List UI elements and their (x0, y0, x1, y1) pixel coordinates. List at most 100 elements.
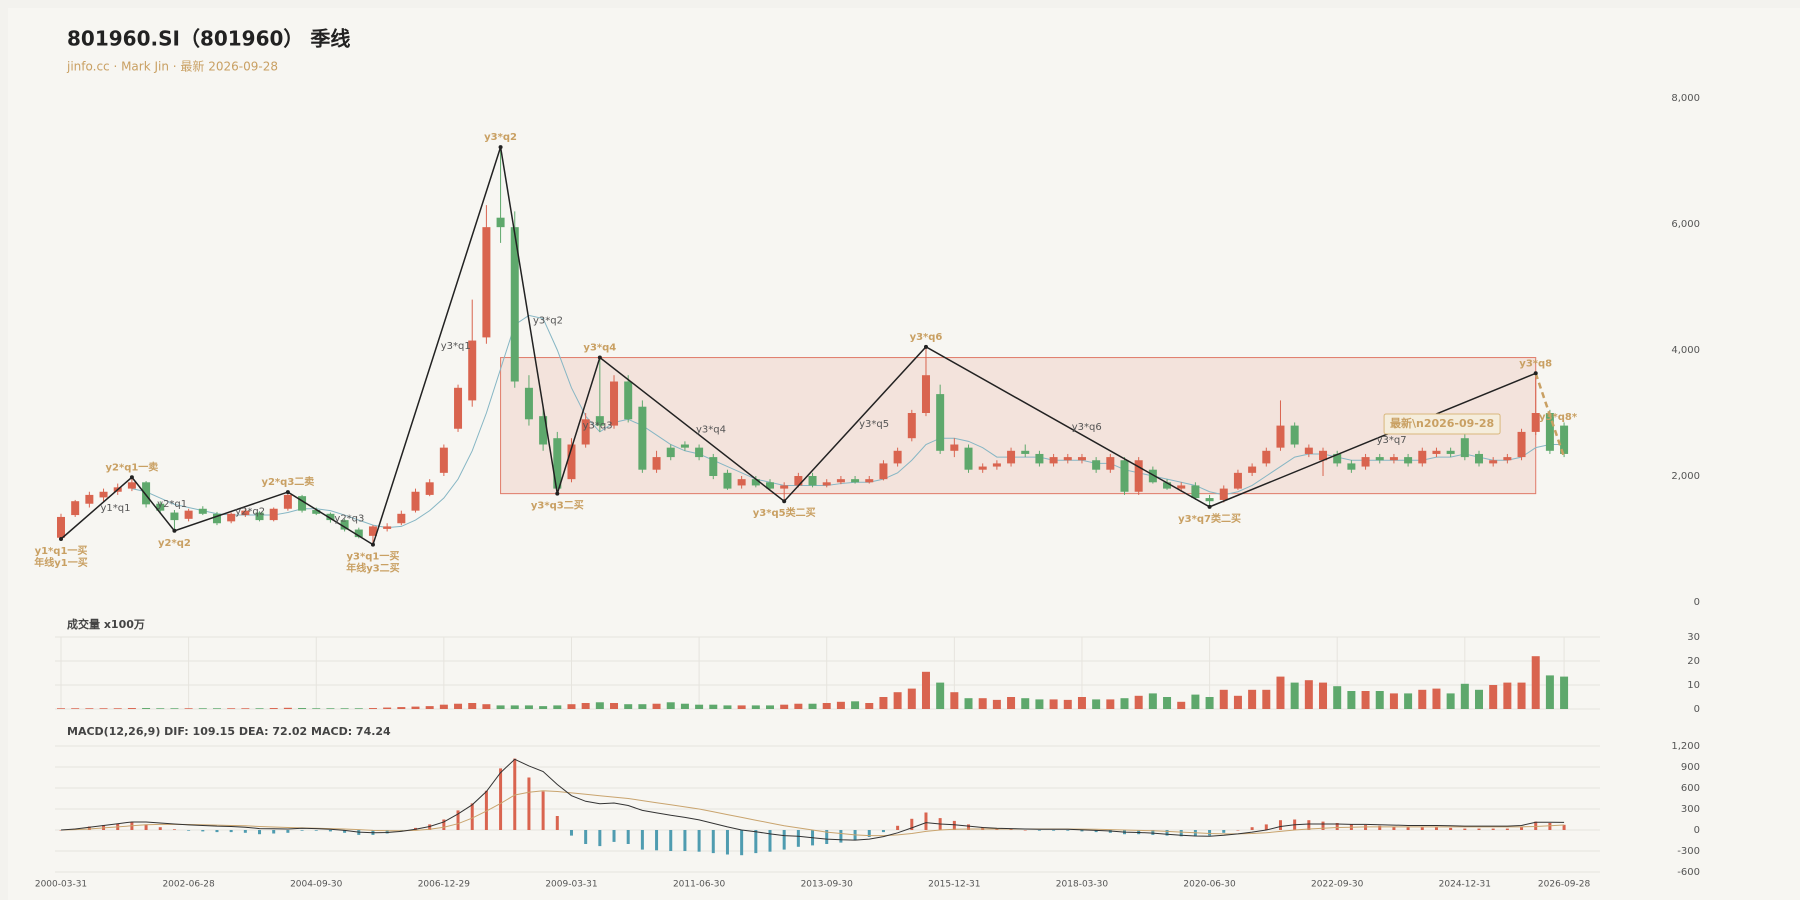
volume-bar (170, 708, 179, 709)
volume-bar (1007, 697, 1016, 709)
candle-body (666, 447, 675, 458)
y-tick-label: -300 (1677, 846, 1700, 857)
volume-bar (1148, 693, 1157, 709)
candle-body (1460, 438, 1469, 458)
volume-bar (737, 705, 746, 709)
candle-body (170, 512, 179, 521)
volume-bar (780, 704, 789, 709)
volume-bar (482, 704, 491, 709)
candle-body (1120, 460, 1129, 492)
candle-body (680, 444, 689, 448)
volume-bar (1219, 689, 1228, 709)
volume-bar (1446, 693, 1455, 709)
volume-bar (695, 704, 704, 709)
macd-bar (1520, 827, 1524, 830)
volume-bar (907, 688, 916, 709)
candle-body (368, 526, 377, 536)
volume-bar (1545, 675, 1554, 709)
candle-body (1233, 472, 1242, 489)
macd-bar (286, 830, 290, 833)
volume-bar (822, 703, 831, 709)
candle-body (312, 510, 321, 514)
candle-body (425, 482, 434, 495)
candle-body (1177, 485, 1186, 489)
candle-body (936, 394, 945, 451)
x-tick-label: 2002-06-28 (162, 880, 215, 890)
candle-body (1347, 463, 1356, 470)
volume-bar (1418, 689, 1427, 709)
pivot-label: y3*q4 (583, 343, 616, 354)
macd-bar (1548, 823, 1552, 830)
candle-body (71, 501, 80, 516)
candle-body (610, 381, 619, 426)
y-tick-label: -600 (1677, 867, 1700, 878)
macd-bar (484, 790, 488, 830)
candle-body (454, 387, 463, 429)
candle-body (227, 513, 236, 522)
candle-body (510, 227, 519, 382)
candle-body (553, 438, 562, 489)
macd-bar (555, 816, 559, 830)
projection (1534, 372, 1566, 458)
candle-body (638, 406, 647, 470)
macd-bar (1023, 830, 1027, 831)
macd-bar (1222, 830, 1226, 833)
volume-bar (113, 708, 122, 709)
y-tick-label: 20 (1687, 656, 1700, 667)
candle-body (595, 416, 604, 426)
volume-bar (255, 708, 264, 709)
macd-bar (1179, 830, 1183, 837)
macd-bar (825, 830, 829, 844)
volume-bar (142, 708, 151, 709)
candle-body (1489, 460, 1498, 464)
candle-body (794, 476, 803, 486)
candle-body (326, 513, 335, 521)
candle-body (1035, 453, 1044, 464)
macd-bar (1052, 830, 1056, 831)
pivot-label: y3*q3二买 (531, 500, 584, 512)
x-tick-label: 2013-09-30 (801, 880, 854, 890)
candle-body (1361, 457, 1370, 467)
volume-bar (383, 707, 392, 709)
macd-bar (1264, 824, 1268, 830)
candle-body (1319, 450, 1328, 461)
y-tick-label: 1,200 (1671, 741, 1700, 752)
volume-bar (354, 708, 363, 709)
volume-bar (1063, 699, 1072, 709)
candle-body (142, 482, 151, 505)
candle-body (1007, 450, 1016, 464)
volume-bar (1347, 691, 1356, 709)
macd-bar (711, 830, 715, 854)
macd-bar (499, 768, 503, 830)
candle-body (383, 526, 392, 529)
macd-bar (172, 829, 176, 830)
volume-bar (312, 708, 321, 709)
candle-body (581, 419, 590, 445)
y-tick-label: 0 (1694, 825, 1700, 836)
zone (500, 357, 1537, 495)
volume-bar (1134, 695, 1143, 709)
volume-bar (1361, 691, 1370, 709)
macd-bar (328, 830, 332, 832)
candle-body (1304, 447, 1313, 454)
candle-body (695, 447, 704, 458)
volume-bar (978, 698, 987, 709)
candle-body (1375, 457, 1384, 461)
pivot (1533, 371, 1538, 376)
volume-bar (723, 705, 732, 709)
volume-bar (624, 704, 633, 709)
pivot (172, 528, 177, 533)
volume-bar (1517, 682, 1526, 709)
volume-bar (1304, 680, 1313, 709)
x-tick-label: 2015-12-31 (928, 880, 980, 890)
segment-label: y1*q1 (100, 503, 130, 514)
candle-body (978, 466, 987, 470)
volume-bar (397, 707, 406, 709)
macd-bar (442, 819, 446, 830)
x-tick-label: 2022-09-30 (1311, 880, 1364, 890)
macd-bar (144, 824, 148, 830)
segment-label: y3*q1 (441, 341, 471, 352)
zigzag (60, 146, 1537, 546)
macd-bar (1491, 828, 1495, 830)
macd-bar (385, 830, 389, 834)
